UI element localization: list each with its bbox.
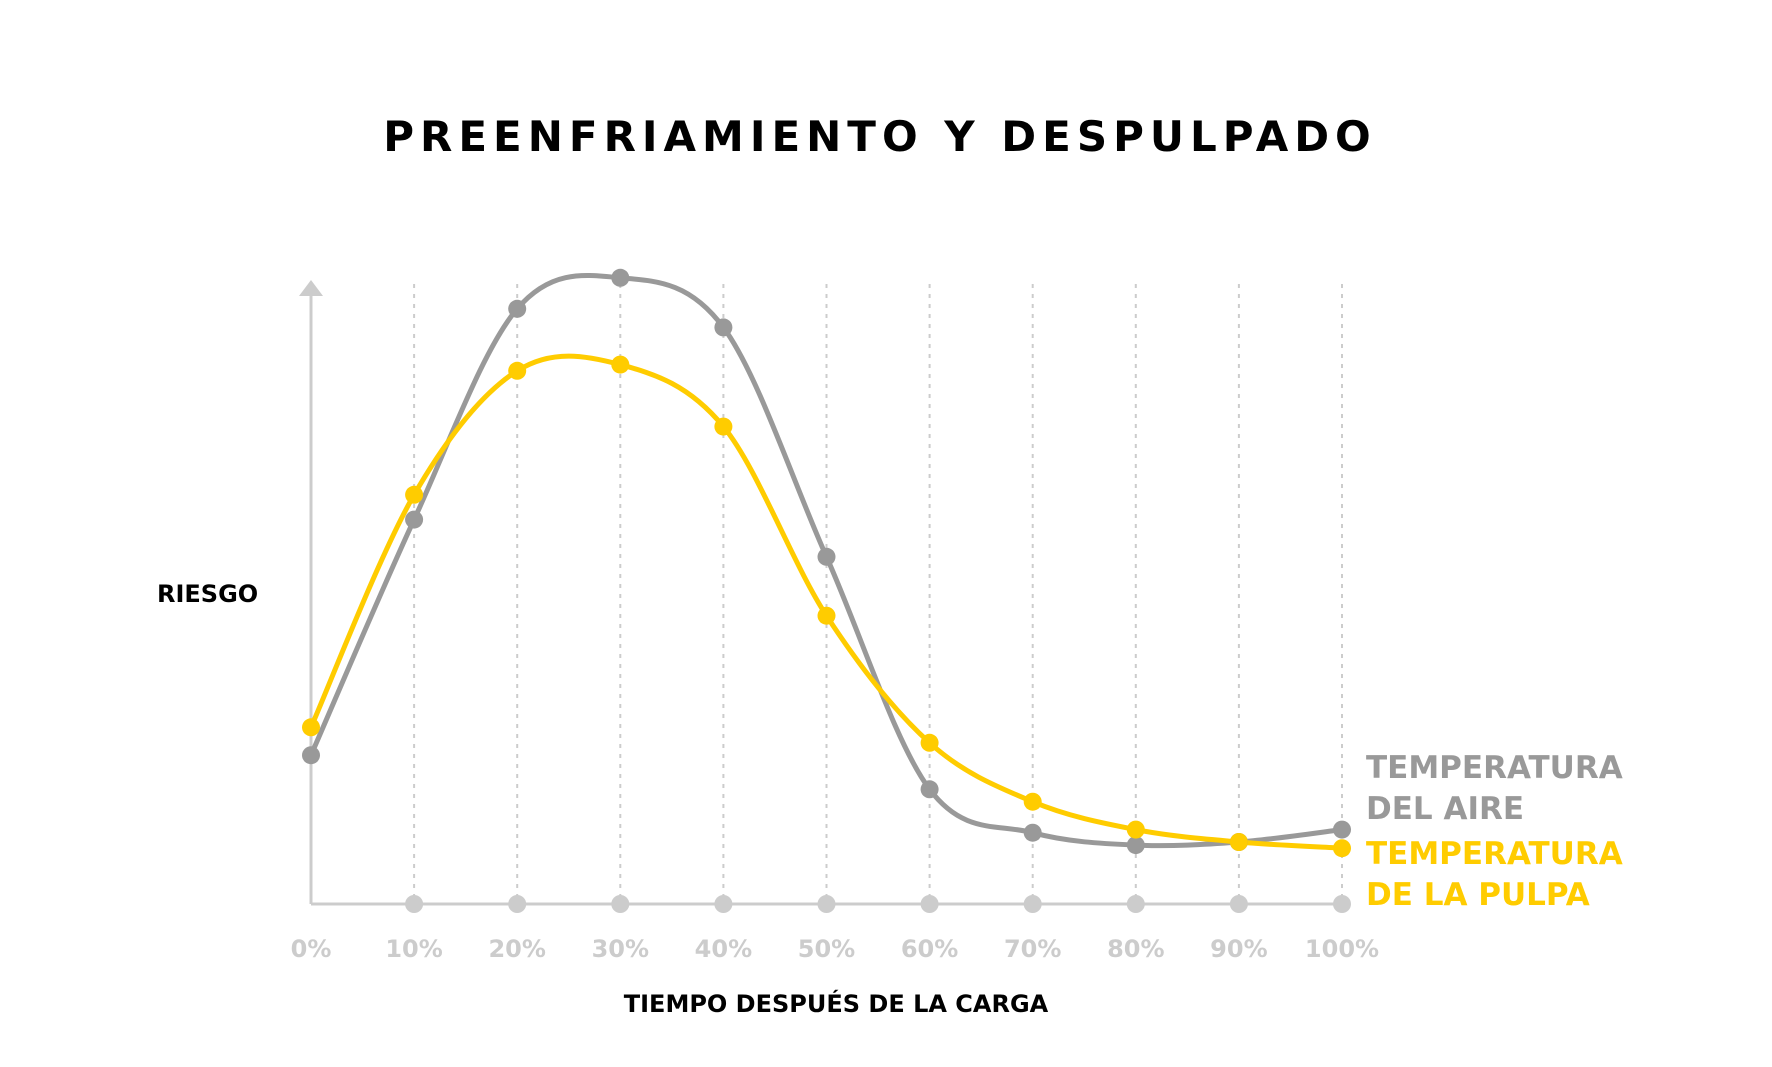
- data-point-1: [508, 361, 527, 380]
- legend-air-line2: DEL AIRE: [1366, 791, 1525, 827]
- x-tick-label: 80%: [1107, 935, 1164, 963]
- data-point-1: [1126, 820, 1145, 839]
- y-axis-arrow: [299, 280, 323, 296]
- x-tick-dot: [405, 895, 424, 913]
- legend-air: TEMPERATURA DEL AIRE: [1366, 748, 1623, 830]
- chart-title: PREENFRIAMIENTO Y DESPULPADO: [383, 112, 1377, 161]
- data-point-0: [1333, 820, 1351, 839]
- x-tick-dot: [1023, 895, 1042, 913]
- data-point-0: [1023, 823, 1042, 842]
- data-point-1: [920, 733, 939, 752]
- data-point-1: [817, 606, 836, 625]
- x-tick-dot: [817, 895, 836, 913]
- x-tick-dot: [714, 895, 733, 913]
- data-point-1: [1023, 792, 1042, 811]
- data-point-0: [714, 318, 733, 337]
- x-tick-label: 70%: [1004, 935, 1061, 963]
- x-tick-label: 30%: [592, 935, 649, 963]
- x-tick-label: 20%: [488, 935, 545, 963]
- data-point-1: [302, 718, 320, 737]
- data-point-1: [1229, 833, 1248, 851]
- x-tick-label: 0%: [291, 935, 332, 963]
- data-point-0: [611, 268, 630, 287]
- x-tick-label: 40%: [695, 935, 752, 963]
- x-tick-dot: [508, 895, 527, 913]
- data-point-1: [714, 417, 733, 436]
- data-point-1: [611, 355, 630, 374]
- x-tick-label: 60%: [901, 935, 958, 963]
- x-tick-label: 90%: [1210, 935, 1267, 963]
- data-point-1: [1333, 839, 1351, 858]
- x-tick-dot: [1229, 895, 1248, 913]
- x-tick-label: 50%: [798, 935, 855, 963]
- legend-pulp-line2: DE LA PULPA: [1366, 877, 1590, 913]
- data-point-0: [1126, 836, 1145, 855]
- legend-pulp: TEMPERATURA DE LA PULPA: [1366, 834, 1623, 916]
- x-tick-label: 100%: [1305, 935, 1379, 963]
- y-axis-label: RIESGO: [157, 580, 259, 608]
- x-tick-dot: [611, 895, 630, 913]
- x-tick-label: 10%: [385, 935, 442, 963]
- data-point-0: [920, 780, 939, 799]
- x-tick-dot: [920, 895, 939, 913]
- legend-air-line1: TEMPERATURA: [1366, 750, 1623, 786]
- data-point-0: [817, 547, 836, 566]
- series-line-1: [308, 353, 1343, 851]
- x-tick-dot: [1333, 895, 1351, 913]
- data-point-1: [405, 485, 424, 504]
- x-axis-label: TIEMPO DESPUÉS DE LA CARGA: [623, 990, 1049, 1018]
- x-tick-dot: [1126, 895, 1145, 913]
- data-point-0: [508, 299, 527, 318]
- data-point-0: [405, 510, 424, 529]
- legend-pulp-line1: TEMPERATURA: [1366, 836, 1623, 872]
- data-point-0: [302, 746, 320, 765]
